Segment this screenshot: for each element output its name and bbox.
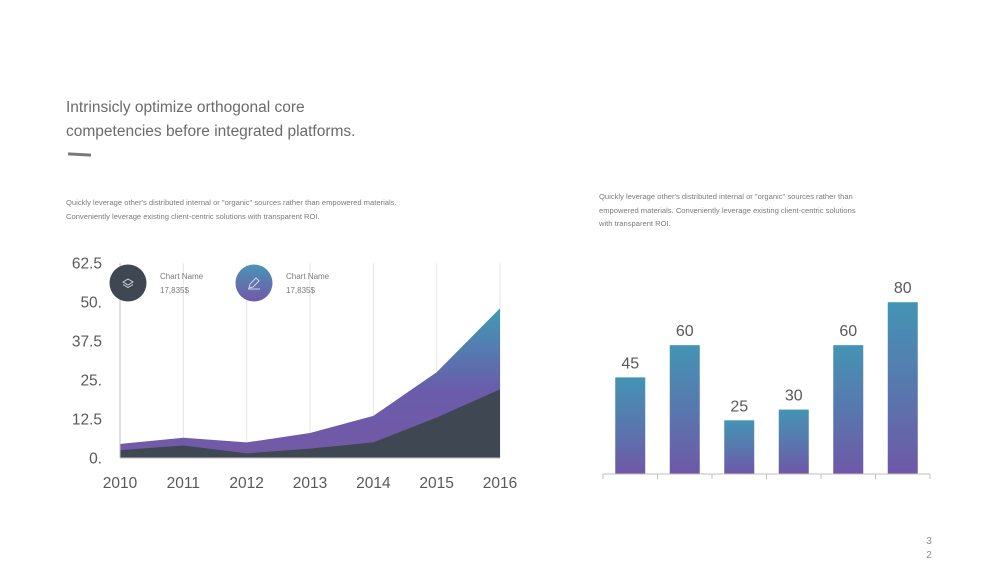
area-series-base [120, 389, 500, 458]
pencil-icon [248, 277, 260, 289]
x-tick-label: 2012 [229, 475, 263, 492]
bar [778, 409, 809, 474]
bar-value-label: 30 [785, 388, 803, 405]
bar [724, 420, 755, 474]
x-category-label: MI [676, 490, 693, 507]
x-category-label: CD [837, 490, 859, 507]
y-tick-label: 0. [89, 451, 102, 468]
x-tick-label: 2016 [483, 475, 517, 492]
title-line-1: Intrinsicly optimize orthogonal core [66, 99, 305, 116]
chart-legend: Chart Name 17,835$ Chart Name 17,835$ [109, 264, 330, 302]
bar-value-label: 60 [676, 323, 694, 340]
x-tick-label: 2010 [103, 475, 138, 492]
x-tick-label: 2013 [293, 475, 327, 492]
y-tick-label: 25. [80, 373, 102, 390]
legend-value: 17,835$ [286, 286, 315, 295]
page-number-digit: 3 [926, 536, 932, 547]
category-labels: HP MI NU PO CD TV [620, 490, 913, 507]
x-category-label: HP [620, 490, 641, 507]
area-chart: 0. 12.5 25. 37.5 50. 62.5 2010 2011 2012 2013 2014… [72, 256, 517, 493]
layers-icon [122, 284, 134, 289]
x-category-label: TV [893, 490, 912, 507]
x-category-label: PO [783, 490, 805, 507]
y-tick-label: 37.5 [72, 334, 102, 351]
legend-name: Chart Name [160, 272, 204, 281]
legend-value: 17,835$ [160, 286, 189, 295]
slide-title: Intrinsicly optimize orthogonal core com… [66, 96, 486, 144]
right-description-line: empowered materials. Conveniently levera… [599, 205, 856, 215]
x-tick-label: 2014 [356, 475, 391, 492]
legend-badge [235, 264, 273, 302]
title-line-2: competencies before integrated platforms… [66, 123, 356, 140]
x-tick-label: 2015 [419, 475, 453, 492]
page-number: 3 2 [924, 535, 934, 563]
bar [615, 377, 646, 474]
bar [887, 302, 918, 474]
x-category-label: NU [728, 490, 750, 507]
left-description-line: Quickly leverage other's distributed int… [66, 198, 397, 207]
legend-badge [109, 264, 147, 302]
bar [833, 345, 864, 474]
left-description-line: Conveniently leverage existing client-ce… [66, 211, 320, 221]
page-number-digit: 2 [926, 550, 932, 561]
bar-value-label: 80 [894, 280, 912, 297]
layers-icon [122, 278, 134, 286]
y-tick-label: 50. [80, 295, 102, 312]
bar-value-label: 60 [839, 323, 857, 340]
right-description: Quickly leverage other's distributed int… [599, 190, 856, 231]
y-tick-label: 12.5 [72, 412, 102, 429]
area-series-total [120, 308, 500, 458]
x-tick-label: 2011 [167, 475, 200, 492]
right-description-line: Quickly leverage other's distributed int… [599, 192, 853, 201]
bar-chart: 45 60 25 30 60 80 HP MI NU PO CD TV [602, 280, 931, 507]
bar-value-label: 25 [730, 398, 748, 415]
right-description-line: with transparent ROI. [599, 219, 671, 228]
y-tick-label: 62.5 [72, 256, 102, 273]
bar [669, 345, 700, 474]
legend-name: Chart Name [286, 272, 330, 281]
bar-value-label: 45 [621, 355, 639, 372]
left-description: Quickly leverage other's distributed int… [66, 196, 397, 223]
